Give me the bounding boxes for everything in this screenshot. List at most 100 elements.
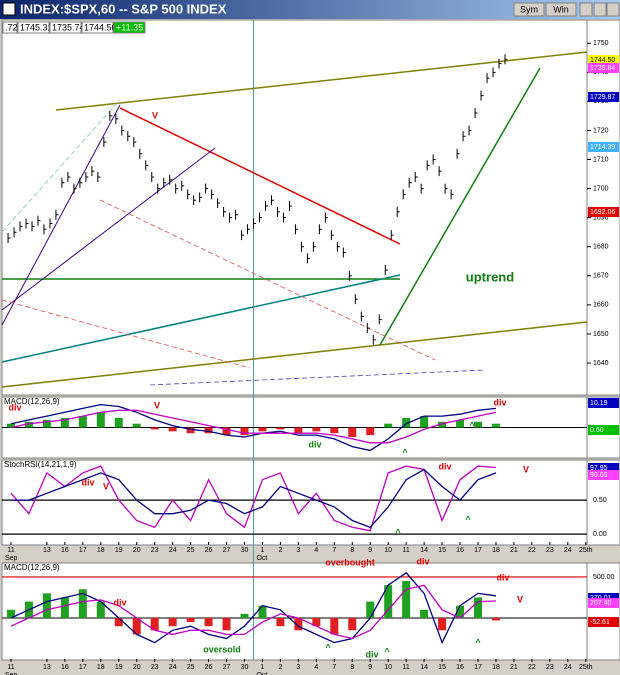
price-bar	[37, 215, 41, 226]
x-tick-label: 18	[97, 547, 105, 554]
value-flag-label: 0.60	[590, 427, 604, 434]
x-tick-label: 22	[528, 547, 536, 554]
annotation: ^	[475, 637, 481, 647]
price-bar	[217, 198, 221, 209]
price-bar	[103, 137, 107, 148]
annotation: ^	[384, 646, 390, 656]
price-bar	[247, 224, 251, 235]
channel-line	[1, 274, 401, 363]
quote-value: .72	[5, 22, 18, 32]
y-tick-label: 0.00	[593, 531, 607, 538]
x-tick-label: 30	[241, 547, 249, 554]
price-bar	[187, 189, 191, 200]
value-flag	[588, 55, 619, 65]
price-bar	[13, 227, 17, 238]
sym-label[interactable]: Sym	[520, 4, 538, 14]
annotation: ^	[402, 447, 408, 457]
price-bar	[336, 241, 340, 252]
x-tick-label: 24	[564, 664, 572, 671]
x-tick-label: 23	[546, 664, 554, 671]
value-flag	[588, 470, 619, 480]
value-flag	[588, 425, 619, 435]
price-bar	[366, 323, 370, 334]
price-bar	[306, 253, 310, 264]
x-tick-label: 3	[296, 664, 300, 671]
value-flag-label: 207.40	[590, 600, 612, 607]
y-tick-label: 1660	[593, 302, 609, 309]
x-tick-label: 7	[332, 664, 336, 671]
price-bar	[372, 334, 376, 345]
price-bar	[426, 160, 430, 171]
price-bar	[294, 224, 298, 235]
histogram-bar	[438, 421, 447, 428]
y-tick-label: 1750	[593, 40, 609, 47]
close-button[interactable]	[606, 2, 620, 17]
price-bar	[211, 189, 215, 200]
histogram-bar	[186, 427, 195, 434]
histogram-bar	[420, 416, 429, 428]
histogram-bar	[42, 593, 51, 618]
axis-strip	[586, 562, 620, 661]
price-bar	[300, 241, 304, 252]
price-bar	[229, 212, 233, 223]
price-bar	[223, 206, 227, 217]
quote-value: 1745.31	[20, 22, 53, 32]
fan-line	[1, 147, 216, 311]
price-bar	[241, 230, 245, 241]
x-tick-label: 10	[384, 547, 392, 554]
x-tick-label: 2	[278, 547, 282, 554]
month-label: Sep	[5, 672, 18, 675]
price-bar	[61, 177, 65, 188]
indicator-line	[11, 468, 497, 529]
histogram-bar	[276, 427, 285, 430]
y-tick-label: 1680	[593, 244, 609, 251]
win-button[interactable]	[545, 2, 577, 17]
histogram-bar	[6, 423, 15, 428]
maximize-button[interactable]	[593, 2, 607, 17]
x-tick-label: 26	[205, 664, 213, 671]
y-tick-label: 1690	[593, 215, 609, 222]
histogram-bar	[24, 421, 33, 428]
histogram-bar	[474, 421, 483, 428]
value-flag-label: 90.65	[590, 472, 608, 479]
price-bar	[438, 166, 442, 177]
quote-box	[113, 21, 146, 34]
quote-box	[81, 21, 114, 34]
price-bar	[270, 195, 274, 206]
price-bar	[193, 195, 197, 206]
annotation: V	[154, 400, 160, 410]
panel	[1, 19, 588, 396]
y-tick-label: 1710	[593, 156, 609, 163]
price-bar	[288, 201, 292, 212]
dashed-line	[99, 199, 436, 361]
annotation: V	[152, 110, 158, 120]
x-tick-label: 16	[61, 547, 69, 554]
x-tick-label: 21	[510, 664, 518, 671]
histogram-bar	[150, 617, 159, 631]
x-tick-label: 17	[79, 547, 87, 554]
uptrend-line	[379, 67, 541, 346]
minimize-button[interactable]	[579, 2, 593, 17]
price-bar	[169, 174, 173, 185]
price-bar	[312, 241, 316, 252]
month-label: Sep	[5, 555, 18, 562]
price-bar	[133, 137, 137, 148]
histogram-bar	[204, 617, 213, 627]
histogram-bar	[186, 617, 195, 623]
x-tick-label: 23	[151, 664, 159, 671]
y-tick-label: 1670	[593, 273, 609, 280]
app-icon	[2, 2, 16, 16]
win-label[interactable]: Win	[553, 4, 569, 14]
value-flag	[588, 92, 619, 102]
sym-button[interactable]	[513, 2, 545, 17]
x-tick-label: 20	[133, 547, 141, 554]
quote-value: 1744.50	[84, 22, 117, 32]
annotation: div	[113, 597, 126, 607]
x-tick-label: 18	[97, 664, 105, 671]
annotation: ^	[395, 527, 401, 537]
price-bar	[55, 209, 59, 220]
x-tick-label: 13	[43, 547, 51, 554]
annotation: V	[523, 464, 529, 474]
histogram-bar	[456, 605, 465, 618]
